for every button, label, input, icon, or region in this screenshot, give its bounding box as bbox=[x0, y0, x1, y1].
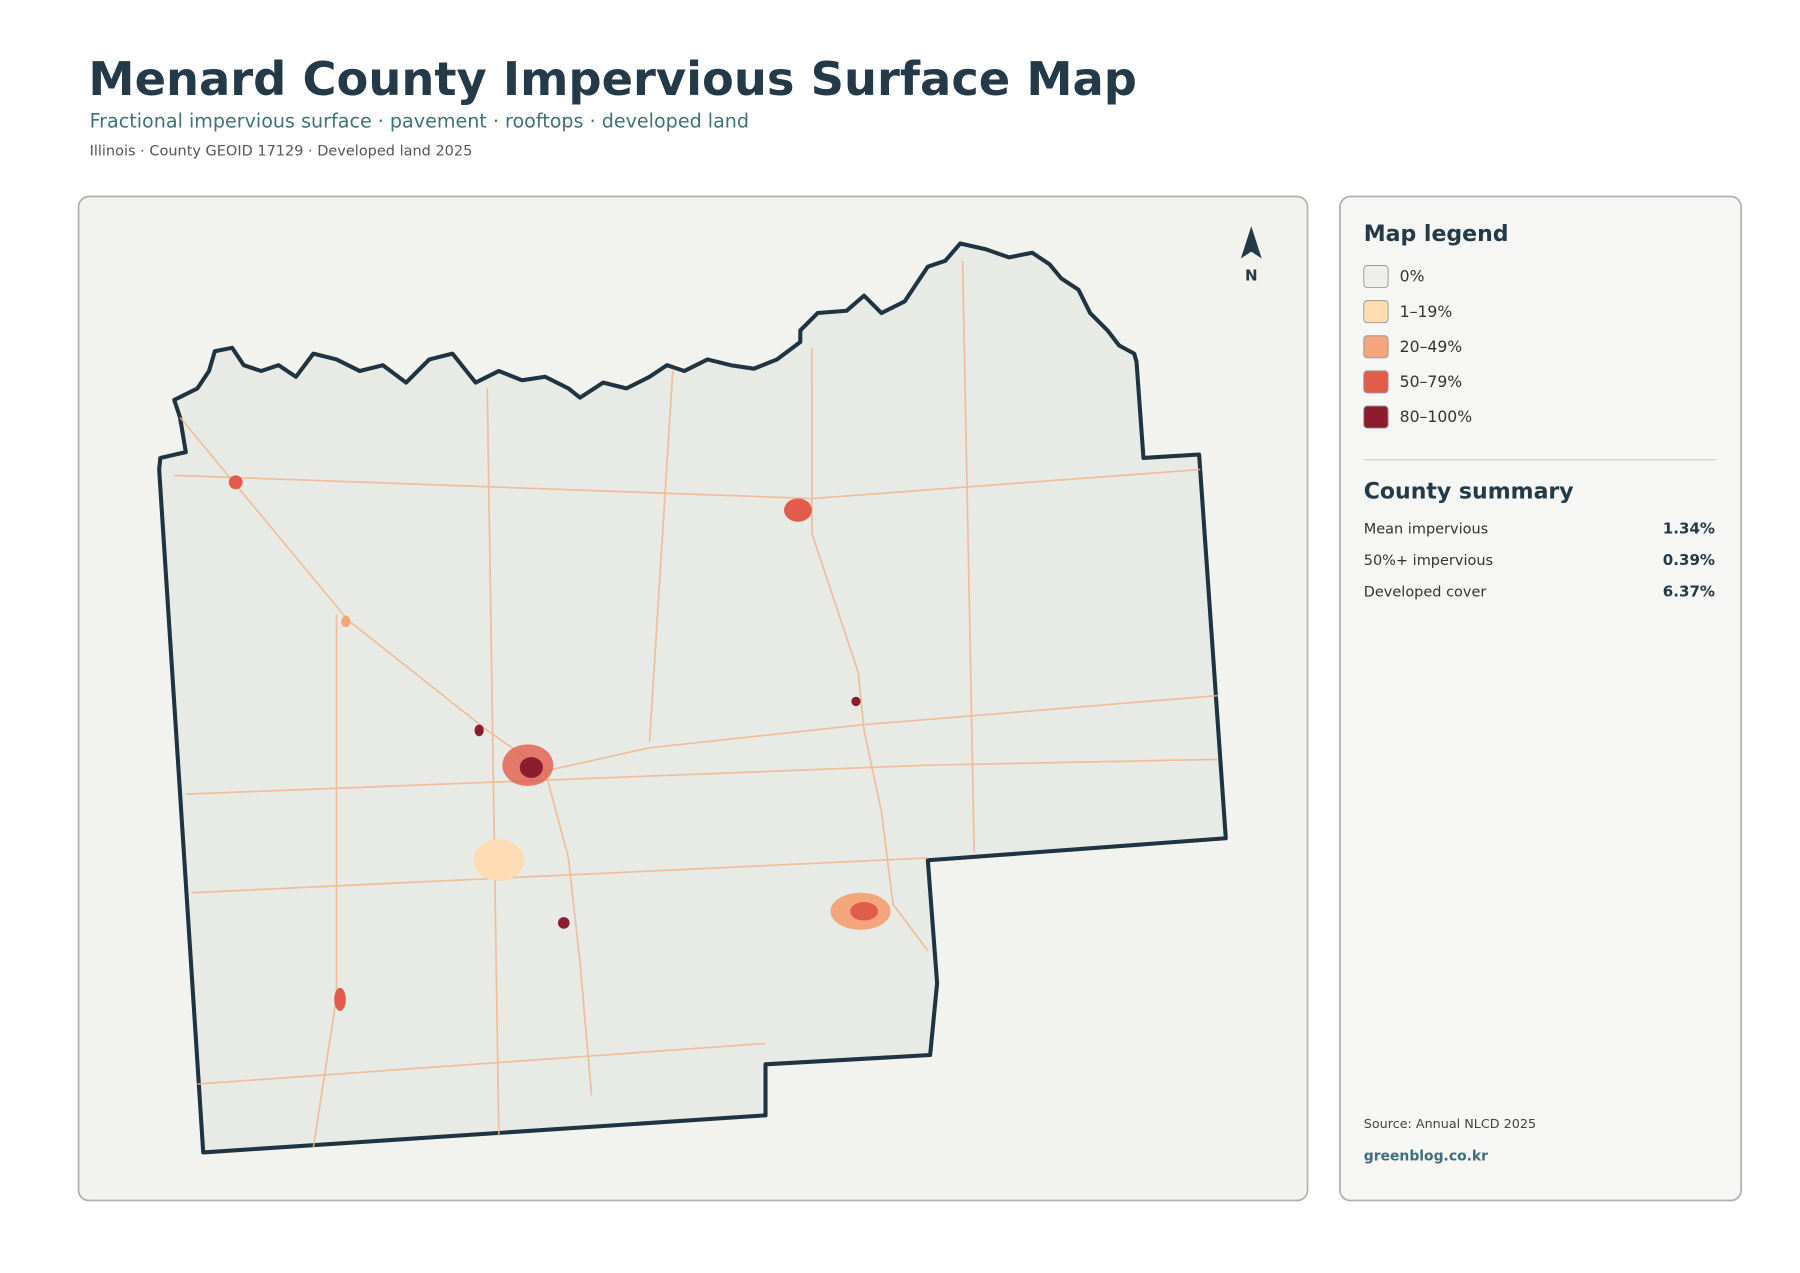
legend: 0% 1–19% 20–49% 50–79% 80–100% bbox=[1363, 265, 1472, 429]
summary-value: 1.34% bbox=[1663, 519, 1715, 537]
title: Menard County Impervious Surface Map bbox=[88, 52, 1137, 106]
summary-label: Developed cover bbox=[1364, 585, 1487, 601]
legend-swatch bbox=[1363, 335, 1389, 359]
summary-title: County summary bbox=[1364, 480, 1574, 505]
summary-label: 50%+ impervious bbox=[1364, 553, 1493, 569]
county-map bbox=[157, 241, 1228, 1155]
north-arrow: N bbox=[1240, 226, 1262, 285]
legend-label: 20–49% bbox=[1400, 337, 1463, 356]
summary: Mean impervious 1.34% 50%+ impervious 0.39%… bbox=[1364, 519, 1715, 600]
towns bbox=[228, 475, 891, 1011]
north-label: N bbox=[1245, 267, 1258, 285]
summary-label: Mean impervious bbox=[1364, 521, 1488, 537]
legend-label: 1–19% bbox=[1400, 302, 1453, 321]
legend-label: 50–79% bbox=[1400, 372, 1463, 391]
legend-title: Map legend bbox=[1364, 222, 1509, 247]
legend-swatch bbox=[1363, 370, 1389, 394]
subtitle: Fractional impervious surface · pavement… bbox=[90, 110, 749, 133]
legend-swatch bbox=[1363, 300, 1389, 324]
legend-label: 0% bbox=[1400, 267, 1425, 286]
meta: Illinois · County GEOID 17129 · Develope… bbox=[90, 143, 473, 159]
source: Source: Annual NLCD 2025 bbox=[1364, 1117, 1536, 1132]
county-boundary bbox=[157, 241, 1228, 1155]
legend-swatch bbox=[1363, 265, 1389, 288]
legend-label: 80–100% bbox=[1400, 407, 1472, 426]
site: greenblog.co.kr bbox=[1364, 1149, 1488, 1165]
summary-value: 0.39% bbox=[1663, 551, 1715, 569]
legend-swatch bbox=[1363, 405, 1389, 429]
summary-value: 6.37% bbox=[1663, 583, 1715, 601]
legend-panel bbox=[1339, 195, 1743, 1202]
